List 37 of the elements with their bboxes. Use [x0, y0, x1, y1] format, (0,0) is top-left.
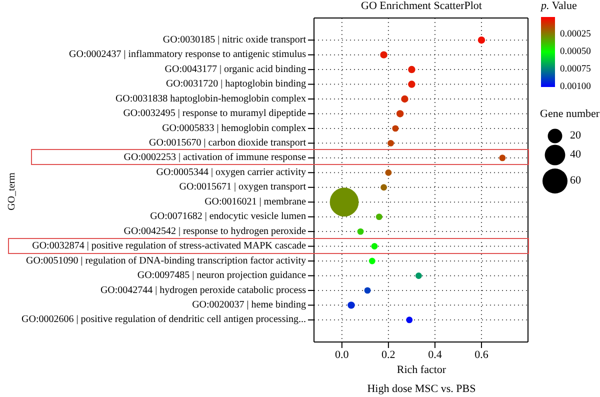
y-tick-label: GO:0005833 | hemoglobin complex [162, 122, 306, 134]
y-tick-label: GO:0030185 | nitric oxide transport [162, 34, 306, 46]
y-tick-label: GO:0005344 | oxygen carrier activity [156, 166, 306, 178]
y-tick-label: GO:0031838 haptoglobin-hemoglobin complex [115, 93, 306, 104]
text: High dose MSC vs. PBS [366, 383, 477, 395]
x-tick-label: 0.2 [382, 348, 396, 361]
x-tick-label: 0.6 [474, 348, 489, 361]
legend-label: 20 [570, 130, 582, 142]
color-bar-title: p. Value [541, 0, 577, 12]
x-axis-title: Rich factor [396, 364, 448, 376]
y-tick-label: GO:0015670 | carbon dioxide transport [149, 137, 306, 148]
y-tick-label: GO:0031720 | haptoglobin binding [166, 78, 306, 90]
y-tick-label: GO:0016021 | membrane [204, 196, 307, 208]
y-axis-title: GO_term [6, 172, 18, 212]
legend-label: 60 [570, 174, 582, 187]
color-bar-label: 0.00075 [560, 64, 592, 75]
y-tick-label: GO:0042744 | hydrogen peroxide catabolic process [100, 284, 306, 296]
x-tick-label: 0.0 [335, 348, 350, 361]
y-tick-label: GO:0032874 | positive regulation of stress-activated MAPK cascade [32, 240, 307, 252]
y-tick-label: GO:0002437 | inflammatory response to antigenic stimulus [69, 49, 306, 60]
y-tick-label: GO:0071682 | endocytic vesicle lumen [150, 211, 306, 222]
legend-title: Gene number [540, 108, 600, 120]
legend-label: 40 [570, 148, 582, 161]
y-tick-label: GO:0020037 | heme binding [192, 299, 306, 310]
y-tick-label: GO:0015671 | oxygen transport [179, 182, 306, 193]
y-tick-label: GO:0051090 | regulation of DNA-binding transcription factor activity [26, 255, 306, 266]
color-bar-label: 0.00100 [560, 82, 592, 92]
y-tick-label: GO:0042542 | response to hydrogen peroxide [124, 226, 307, 237]
color-bar-label: 0.00050 [560, 47, 592, 58]
y-tick-label: GO:0002606 | positive regulation of dendritic cell antigen processing... [22, 314, 306, 326]
color-bar-label: 0.00025 [560, 30, 592, 40]
y-tick-label: GO:0032495 | response to muramyl dipeptide [123, 108, 307, 120]
chart-title: GO Enrichment ScatterPlot [360, 0, 483, 12]
y-tick-label: GO:0002253 | activation of immune response [124, 152, 307, 164]
x-tick-label: 0.4 [428, 348, 442, 361]
y-tick-label: GO:0097485 | neuron projection guidance [137, 270, 307, 282]
y-tick-label: GO:0043177 | organic acid binding [164, 64, 306, 75]
